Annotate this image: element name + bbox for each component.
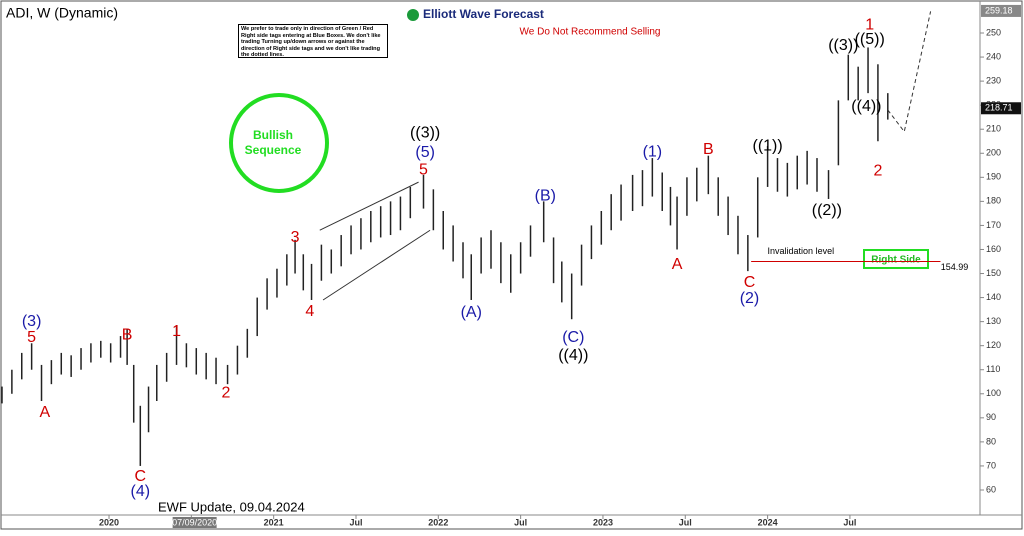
y-tick-label: 180 [986,196,1001,206]
projection [887,11,932,133]
price-tag-box [981,4,1021,17]
wave-label: B [122,326,133,343]
wave-label: 5 [419,161,428,178]
invalidation-value: 154.99 [941,262,969,272]
wave-label: 2 [873,162,882,179]
wave-label: B [703,141,714,158]
wedge-line [319,181,419,231]
y-tick-label: 240 [986,51,1001,61]
wave-label: 1 [865,16,874,33]
logo-icon [407,9,419,21]
wave-label: (A) [461,304,482,321]
x-tick-label: 2024 [758,517,778,527]
wave-label: (C) [562,329,584,346]
y-tick-label: 80 [986,436,996,446]
wave-label: 4 [305,303,314,320]
x-tick-label: 2021 [264,517,284,527]
badge-circle [229,93,329,193]
badge: Bullish Sequence [245,128,302,157]
wave-label: 5 [27,329,36,346]
wave-label: ((4)) [851,98,881,115]
crosshair-box [172,517,217,528]
wave-label: (4) [131,483,151,500]
y-tick-label: 100 [986,388,1001,398]
right-side: Right Side [871,255,921,266]
wave-label: ((3)) [410,124,440,141]
wave-label: 2 [221,384,230,401]
y-tick-label: 210 [986,124,1001,134]
y-tick-label: 150 [986,268,1001,278]
wave-label: C [744,274,756,291]
x-tick-label: Jul [843,517,856,527]
y-tick-label: 110 [986,364,1000,374]
footer: EWF Update, 09.04.2024 [158,499,305,514]
x-tick-label: 2022 [428,517,448,527]
x-tick-label: 2023 [593,517,613,527]
x-tick-label: 2020 [99,517,119,527]
y-tick-label: 90 [986,412,996,422]
wave-label: (B) [535,187,556,204]
y-tick-label: 140 [986,292,1001,302]
price-tag: 218.71 [985,103,1013,113]
y-tick-label: 120 [986,340,1001,350]
crosshair-label: 07/09/2020 [172,517,217,527]
y-tick-label: 200 [986,148,1001,158]
x-tick-label: Jul [349,517,362,527]
y-tick-label: 250 [986,27,1001,37]
wave-label: ((4)) [558,347,588,364]
wave-label: C [135,468,147,485]
y-tick-label: 60 [986,484,996,494]
wave-label: A [672,256,683,273]
wave-label: A [39,404,50,421]
y-tick-label: 230 [986,75,1001,85]
symbol: ADI, W (Dynamic) [6,5,118,21]
wedge-line [322,229,431,301]
y-tick-label: 160 [986,244,1001,254]
y-tick-label: 70 [986,460,996,470]
invalidation-label: Invalidation level [768,246,835,256]
wave-label: 3 [291,229,300,246]
wave-label: ((5)) [855,31,885,48]
x-tick-label: Jul [679,517,692,527]
wave-label: (1) [643,143,663,160]
y-tick-label: 130 [986,316,1001,326]
right-side-box [863,249,929,269]
wave-label: ((3)) [828,37,858,54]
wave-label: ((1)) [752,137,782,154]
wave-label: (2) [740,290,760,307]
warning: We Do Not Recommend Selling [520,27,661,38]
wave-label: (3) [22,313,42,330]
wave-label: 1 [172,323,181,340]
disclaimer: We prefer to trade only in direction of … [238,24,388,58]
wave-label: ((2)) [812,202,842,219]
price-tag-box [981,102,1021,115]
x-tick-label: Jul [514,517,527,527]
y-tick-label: 190 [986,172,1001,182]
logo: Elliott Wave Forecast [423,7,544,21]
price-tag: 259.18 [985,5,1013,15]
wave-label: (5) [415,144,435,161]
y-tick-label: 170 [986,220,1001,230]
